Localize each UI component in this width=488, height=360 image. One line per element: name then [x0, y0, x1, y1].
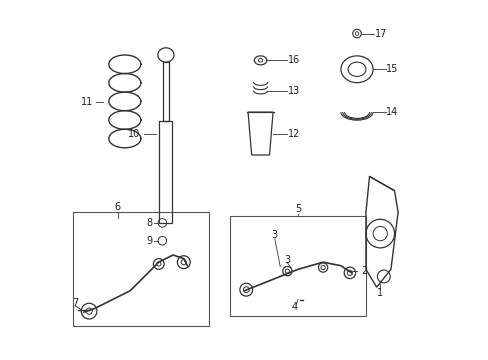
Text: 10: 10: [127, 129, 140, 139]
Text: 13: 13: [287, 86, 299, 96]
Text: 5: 5: [294, 203, 301, 213]
Text: 7: 7: [72, 298, 78, 308]
Text: 4: 4: [291, 302, 297, 312]
Text: 8: 8: [146, 218, 153, 228]
Bar: [73, 212, 208, 327]
Text: 12: 12: [287, 129, 299, 139]
Bar: [230, 216, 365, 316]
Text: 14: 14: [385, 107, 397, 117]
Text: 17: 17: [374, 28, 386, 39]
Text: 6: 6: [114, 202, 121, 212]
Text: 15: 15: [385, 64, 397, 74]
Text: 1: 1: [376, 288, 383, 297]
Text: 16: 16: [287, 55, 299, 65]
Text: 11: 11: [81, 97, 93, 107]
Text: 3: 3: [284, 255, 290, 265]
Text: 3: 3: [271, 230, 277, 240]
Text: 9: 9: [146, 236, 153, 246]
Text: 2: 2: [360, 266, 366, 276]
